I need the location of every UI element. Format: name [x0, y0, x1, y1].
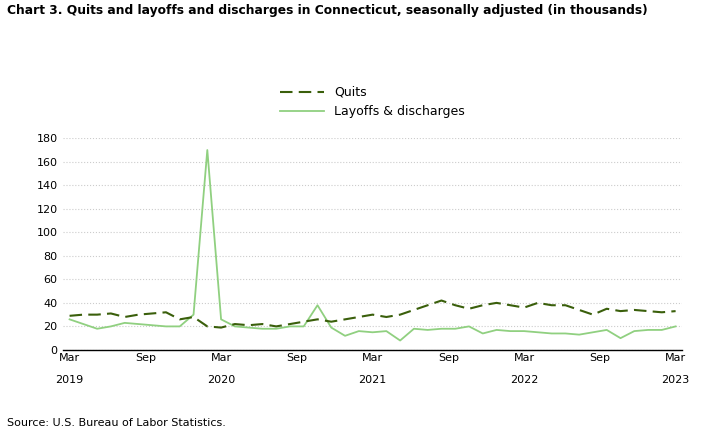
Text: 2019: 2019: [56, 375, 84, 385]
Text: 2023: 2023: [662, 375, 690, 385]
Text: 2022: 2022: [510, 375, 538, 385]
Text: 2020: 2020: [207, 375, 236, 385]
Text: Chart 3. Quits and layoffs and discharges in Connecticut, seasonally adjusted (i: Chart 3. Quits and layoffs and discharge…: [7, 4, 647, 17]
Legend: Quits, Layoffs & discharges: Quits, Layoffs & discharges: [276, 81, 470, 123]
Text: 2021: 2021: [359, 375, 387, 385]
Text: Source: U.S. Bureau of Labor Statistics.: Source: U.S. Bureau of Labor Statistics.: [7, 418, 226, 428]
